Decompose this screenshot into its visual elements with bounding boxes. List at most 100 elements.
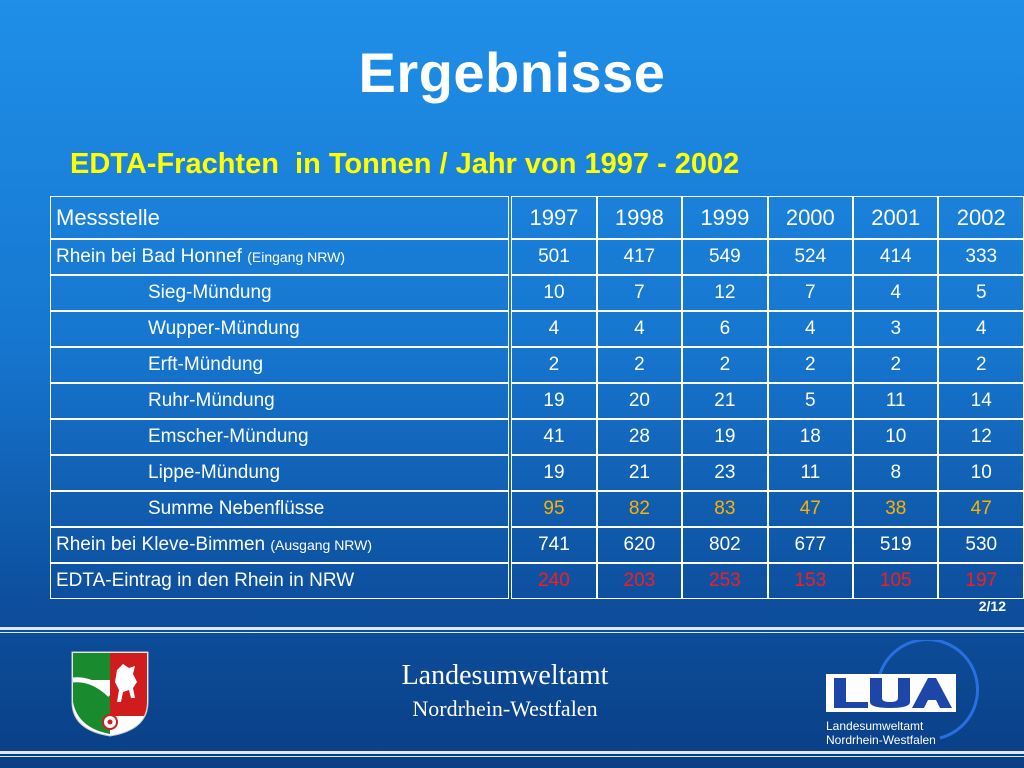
slide-subtitle: EDTA-Frachten in Tonnen / Jahr von 1997 … [70,148,740,180]
table-cell: 41 [511,419,597,455]
table-cell: 8 [853,455,939,491]
table-cell: 11 [853,383,939,419]
table-cell: 10 [853,419,939,455]
table-cell: 19 [682,419,768,455]
header-year: 2002 [938,196,1024,239]
table-cell: 530 [938,527,1024,563]
row-label: Emscher-Mündung [50,419,509,455]
table-cell: 47 [938,491,1024,527]
table-cell: 5 [767,383,854,419]
table-cell: 38 [853,491,939,527]
row-label: Wupper-Mündung [50,311,509,347]
table-cell: 3 [853,311,939,347]
table-cell: 28 [596,419,683,455]
row-label: Erft-Mündung [50,347,509,383]
table-cell: 620 [596,527,683,563]
row-label-note: (Ausgang NRW) [270,537,373,553]
table-row-total: EDTA-Eintrag in den Rhein in NRW 240 203… [50,563,1024,599]
row-label: Summe Nebenflüsse [50,491,509,527]
table-cell: 10 [511,275,597,311]
table-cell: 20 [596,383,683,419]
table-cell: 2 [596,347,683,383]
logo-line1: Landesumweltamt [826,719,924,733]
table-row: Erft-Mündung 2 2 2 2 2 2 [50,347,1024,383]
table-row-sum: Summe Nebenflüsse 95 82 83 47 38 47 [50,491,1024,527]
table-cell: 802 [682,527,768,563]
table-cell: 4 [767,311,854,347]
table-cell: 4 [938,311,1024,347]
table-cell: 414 [853,239,939,275]
row-label-text: Rhein bei Kleve-Bimmen [56,534,266,555]
table-cell: 240 [511,563,597,599]
table-cell: 23 [682,455,768,491]
table-cell: 197 [938,563,1024,599]
table-cell: 2 [938,347,1024,383]
header-year: 1999 [682,196,768,239]
table-cell: 105 [853,563,939,599]
footer-divider [0,627,1024,630]
table-cell: 333 [938,239,1024,275]
table-cell: 83 [682,491,768,527]
table-cell: 153 [767,563,854,599]
logo-line2: Nordrhein-Westfalen [826,733,936,747]
table-row: Wupper-Mündung 4 4 6 4 3 4 [50,311,1024,347]
table-cell: 741 [511,527,597,563]
table-row: Rhein bei Kleve-Bimmen (Ausgang NRW) 741… [50,527,1024,563]
header-year: 2000 [767,196,854,239]
table-cell: 7 [596,275,683,311]
footer-line2: Nordrhein-Westfalen [412,696,598,721]
table-cell: 12 [682,275,768,311]
table-row: Ruhr-Mündung 19 20 21 5 11 14 [50,383,1024,419]
table-cell: 2 [682,347,768,383]
nrw-coat-of-arms-icon [70,650,150,743]
table-cell: 11 [767,455,854,491]
row-label-text: Rhein bei Bad Honnef [56,246,242,267]
footer-divider [0,756,1024,757]
table-cell: 5 [938,275,1024,311]
table-cell: 19 [511,383,597,419]
table-cell: 549 [682,239,768,275]
table-cell: 18 [767,419,854,455]
table-cell: 203 [596,563,683,599]
table-cell: 4 [511,311,597,347]
header-year: 2001 [853,196,939,239]
table-cell: 2 [511,347,597,383]
table-cell: 6 [682,311,768,347]
row-label: Lippe-Mündung [50,455,509,491]
table-row: Rhein bei Bad Honnef (Eingang NRW) 501 4… [50,239,1024,275]
table-cell: 519 [853,527,939,563]
page-number: 2/12 [978,598,1006,614]
table-cell: 21 [596,455,683,491]
table-cell: 14 [938,383,1024,419]
table-cell: 501 [511,239,597,275]
table-cell: 21 [682,383,768,419]
footer-title: Landesumweltamt Nordrhein-Westfalen [300,660,710,722]
edta-table: Messstelle 1997 1998 1999 2000 2001 2002… [50,196,1024,599]
footer-divider [0,632,1024,633]
table-row: Lippe-Mündung 19 21 23 11 8 10 [50,455,1024,491]
table-cell: 417 [596,239,683,275]
lua-logo-icon: Landesumweltamt Nordrhein-Westfalen [820,638,990,757]
table-cell: 19 [511,455,597,491]
table-cell: 2 [767,347,854,383]
table-cell: 12 [938,419,1024,455]
slide-title: Ergebnisse [358,41,666,104]
table-cell: 677 [767,527,854,563]
table-cell: 2 [853,347,939,383]
table-cell: 7 [767,275,854,311]
footer-line1: Landesumweltamt [401,660,609,691]
header-messstelle: Messstelle [50,196,509,239]
table-cell: 47 [767,491,854,527]
row-label: Rhein bei Kleve-Bimmen (Ausgang NRW) [50,527,509,563]
table-cell: 253 [682,563,768,599]
table-cell: 4 [853,275,939,311]
row-label: EDTA-Eintrag in den Rhein in NRW [50,563,509,599]
table-cell: 524 [767,239,854,275]
row-label-note: (Eingang NRW) [247,249,345,265]
header-year: 1997 [511,196,597,239]
table-cell: 4 [596,311,683,347]
table-cell: 95 [511,491,597,527]
footer-divider [0,751,1024,754]
header-year: 1998 [596,196,683,239]
table-cell: 82 [596,491,683,527]
